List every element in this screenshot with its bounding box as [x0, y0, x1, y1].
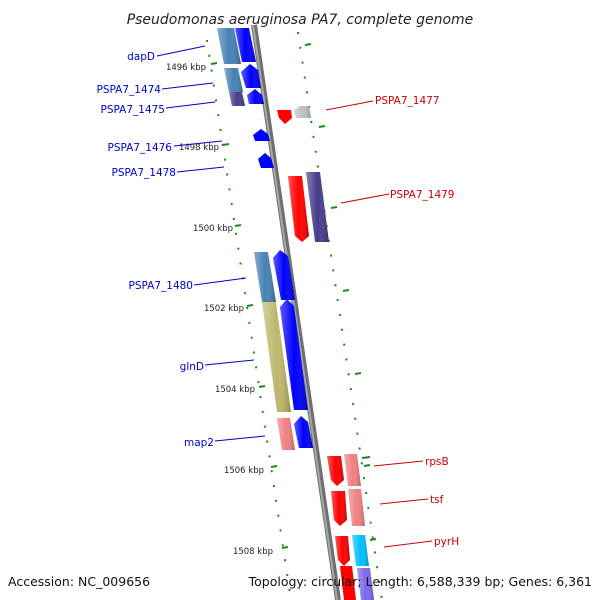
feature-PSPA7_1474-gene[interactable] [241, 64, 261, 88]
feature-partial-bottom [340, 566, 374, 600]
tick-mark [270, 465, 278, 468]
gene-label-PSPA7_1480[interactable]: PSPA7_1480 [129, 280, 194, 292]
gene-label-PSPA7_1475[interactable]: PSPA7_1475 [101, 104, 166, 116]
feature-dapD-gene[interactable] [235, 28, 256, 62]
tick-label: 1500 kbp [193, 224, 233, 234]
tick-mark [210, 62, 218, 65]
accession-text: Accession: NC_009656 [8, 574, 150, 589]
feature-PSPA7_1477-cds[interactable] [294, 106, 311, 118]
genome-backbone [251, 24, 341, 600]
tick-mark [222, 143, 230, 146]
feature-PSPA7_1479-gene[interactable] [288, 176, 309, 242]
tick-mark [234, 224, 242, 227]
gene-label-rpsB[interactable]: rpsB [425, 456, 449, 468]
feature-glnD-cds[interactable] [262, 302, 291, 412]
gene-label-dapD[interactable]: dapD [127, 51, 155, 63]
gene-label-PSPA7_1474[interactable]: PSPA7_1474 [97, 84, 162, 96]
feature-PSPA7_1479-cds[interactable] [306, 172, 329, 242]
gene-labels-left: dapD PSPA7_1474 PSPA7_1475 PSPA7_1476 PS… [97, 51, 215, 449]
gene-label-glnD[interactable]: glnD [180, 361, 204, 373]
tick-label: 1502 kbp [204, 304, 244, 314]
gene-label-PSPA7_1477[interactable]: PSPA7_1477 [375, 95, 440, 107]
feature-PSPA7_1478-gene[interactable] [258, 153, 274, 168]
feature-PSPA7_1480-cds[interactable] [254, 252, 276, 302]
tick-label: 1496 kbp [166, 63, 206, 73]
tick-label: 1506 kbp [224, 466, 264, 476]
tick-label: 1508 kbp [233, 547, 273, 557]
feature-pyrH-gene[interactable] [335, 536, 350, 566]
feature-map2-cds[interactable] [277, 418, 295, 450]
feature-PSPA7_1480-gene[interactable] [273, 250, 295, 300]
gene-label-pyrH[interactable]: pyrH [434, 536, 459, 548]
tick-mark [246, 304, 254, 307]
map-title: Pseudomonas aeruginosa PA7, complete gen… [127, 12, 474, 28]
feature-rpsB-gene[interactable] [327, 456, 344, 486]
gene-label-PSPA7_1479[interactable]: PSPA7_1479 [390, 189, 455, 201]
gene-label-tsf[interactable]: tsf [430, 494, 444, 506]
feature-pyrH-cds[interactable] [352, 535, 369, 566]
gene-label-PSPA7_1476[interactable]: PSPA7_1476 [108, 142, 173, 154]
gene-labels-right: PSPA7_1477 PSPA7_1479 rpsB tsf pyrH [375, 95, 459, 548]
tick-label: 1504 kbp [215, 385, 255, 395]
feature-dapD-cds[interactable] [217, 28, 241, 64]
feature-PSPA7_1476-gene[interactable] [253, 129, 270, 141]
feature-rpsB-cds[interactable] [344, 454, 361, 486]
feature-PSPA7_1477-gene[interactable] [277, 110, 292, 124]
tick-mark [281, 546, 289, 549]
feature-glnD-gene[interactable] [280, 299, 308, 410]
topology-text: Topology: circular; Length: 6,588,339 bp… [248, 574, 592, 589]
tick-mark [258, 385, 266, 388]
feature-tsf-cds[interactable] [348, 489, 365, 526]
feature-PSPA7_1474-cds[interactable] [224, 68, 243, 92]
scale-ticks: 1496 kbp 1498 kbp 1500 kbp 1502 kbp 1504… [166, 43, 377, 557]
feature-tsf-gene[interactable] [331, 491, 347, 526]
leader-lines [156, 45, 433, 548]
feature-PSPA7_1475-gene[interactable] [247, 89, 264, 104]
gene-label-map2[interactable]: map2 [184, 437, 214, 449]
feature-map2-gene[interactable] [294, 416, 313, 448]
feature-PSPA7_1475-cds[interactable] [229, 92, 245, 106]
gene-label-PSPA7_1478[interactable]: PSPA7_1478 [112, 167, 177, 179]
tick-label: 1498 kbp [179, 143, 219, 153]
